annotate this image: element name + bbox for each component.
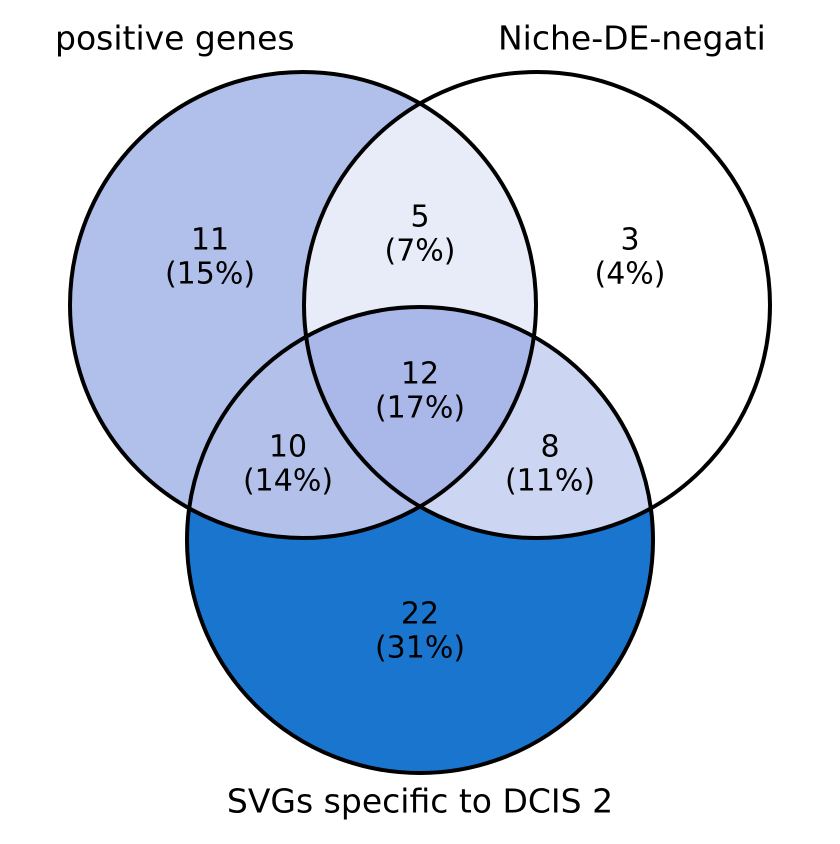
- region-count: 8: [540, 430, 559, 465]
- set-outline: [302, 70, 772, 540]
- set-label: positive genes: [55, 19, 295, 58]
- region: [187, 307, 536, 538]
- set-label: Niche-DE-negati: [498, 19, 766, 58]
- region-percent: (15%): [165, 257, 255, 292]
- region-percent: (17%): [375, 391, 465, 426]
- region-count: 5: [410, 200, 429, 235]
- region-percent: (14%): [243, 464, 333, 499]
- region-percent: (4%): [594, 257, 665, 292]
- region-count: 11: [191, 223, 229, 258]
- region-percent: (31%): [375, 631, 465, 666]
- region-percent: (11%): [505, 464, 595, 499]
- set-label: SVGs specific to DCIS 2: [227, 782, 613, 821]
- region-count: 3: [620, 223, 639, 258]
- set-outline: [68, 70, 538, 540]
- region: [304, 307, 653, 538]
- region-count: 12: [401, 357, 439, 392]
- region-count: 10: [269, 430, 307, 465]
- region-count: 22: [401, 597, 439, 632]
- set-outline: [185, 305, 655, 775]
- region-percent: (7%): [384, 234, 455, 269]
